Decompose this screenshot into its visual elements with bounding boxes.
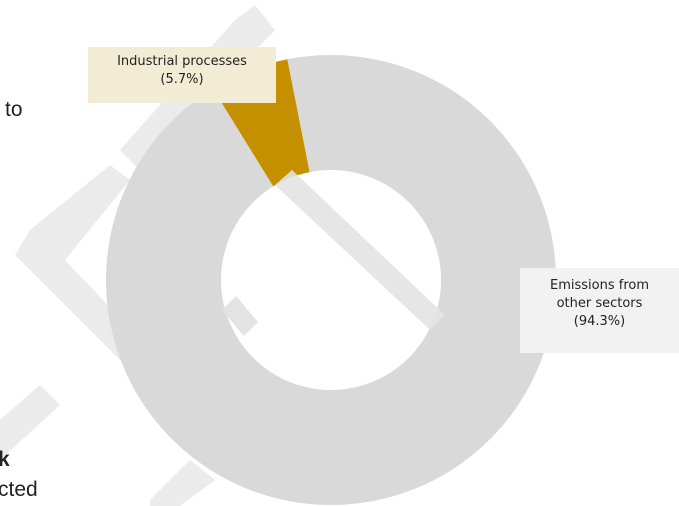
background-text: cted — [0, 478, 38, 501]
background-text: k — [0, 448, 10, 471]
data-label: Industrial processes (5.7%) — [88, 47, 276, 103]
data-label: Emissions from other sectors (94.3%) — [520, 268, 679, 353]
watermark-shape — [150, 460, 215, 506]
watermark-shape — [222, 296, 258, 336]
donut — [105, 55, 556, 505]
watermark-shape — [0, 385, 60, 460]
background-text: to — [5, 98, 23, 121]
donut-segment — [105, 55, 556, 505]
watermark-shape — [275, 170, 445, 330]
